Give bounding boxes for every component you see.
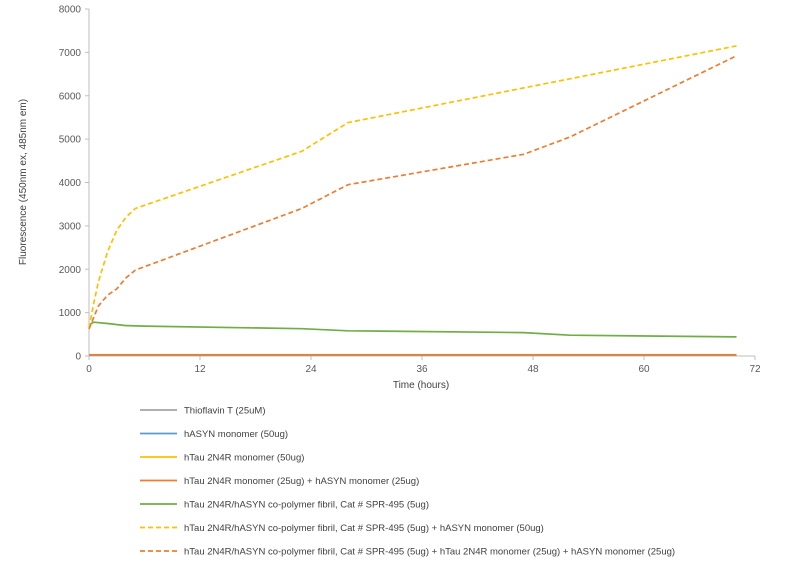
y-tick-label: 3000 [59,221,82,232]
x-tick-label: 0 [86,364,92,375]
y-tick-label: 5000 [59,135,82,146]
x-tick-label: 48 [527,364,539,375]
y-tick-label: 7000 [59,48,82,59]
legend: Thioflavin T (25uM) hASYN monomer (50ug) h… [140,406,675,558]
legend-item: hTau 2N4R monomer (50ug) [140,453,304,464]
x-axis-title: Time (hours) [393,380,449,391]
series-line-5 [88,321,737,338]
legend-label: hTau 2N4R/hASYN co-polymer fibril, Cat #… [184,500,429,511]
x-tick-label: 12 [194,364,206,375]
y-tick-label: 1000 [59,308,82,319]
legend-label: Thioflavin T (25uM) [184,406,266,417]
legend-item: hTau 2N4R monomer (25ug) + hASYN monomer… [140,476,419,487]
legend-label: hTau 2N4R monomer (25ug) + hASYN monomer… [184,476,419,487]
y-axis-title: Fluorescence (450nm ex, 485nm em) [18,99,29,265]
legend-label: hTau 2N4R/hASYN co-polymer fibril, Cat #… [184,547,675,558]
legend-item: hTau 2N4R/hASYN co-polymer fibril, Cat #… [140,547,675,558]
x-axis: 0 12 24 36 48 60 72 [86,355,761,375]
legend-item: hTau 2N4R/hASYN co-polymer fibril, Cat #… [140,523,544,534]
legend-item: hASYN monomer (50ug) [140,429,288,440]
y-tick-label: 6000 [59,91,82,102]
x-tick-label: 24 [305,364,317,375]
legend-item: Thioflavin T (25uM) [140,406,266,417]
y-tick-label: 2000 [59,265,82,276]
y-tick-label: 4000 [59,178,82,189]
series-layer [88,45,737,356]
y-axis: 0 1000 2000 3000 4000 5000 6000 7000 8000 [59,5,90,363]
legend-label: hTau 2N4R/hASYN co-polymer fibril, Cat #… [184,523,544,534]
y-tick-label: 8000 [59,5,82,16]
y-tick-label: 0 [75,352,81,363]
legend-label: hASYN monomer (50ug) [184,429,288,440]
x-tick-label: 60 [638,364,650,375]
x-tick-label: 36 [416,364,428,375]
legend-item: hTau 2N4R/hASYN co-polymer fibril, Cat #… [140,500,429,511]
legend-label: hTau 2N4R monomer (50ug) [184,453,304,464]
series-line-6 [88,45,737,328]
series-line-7 [88,55,737,330]
x-tick-label: 72 [749,364,761,375]
